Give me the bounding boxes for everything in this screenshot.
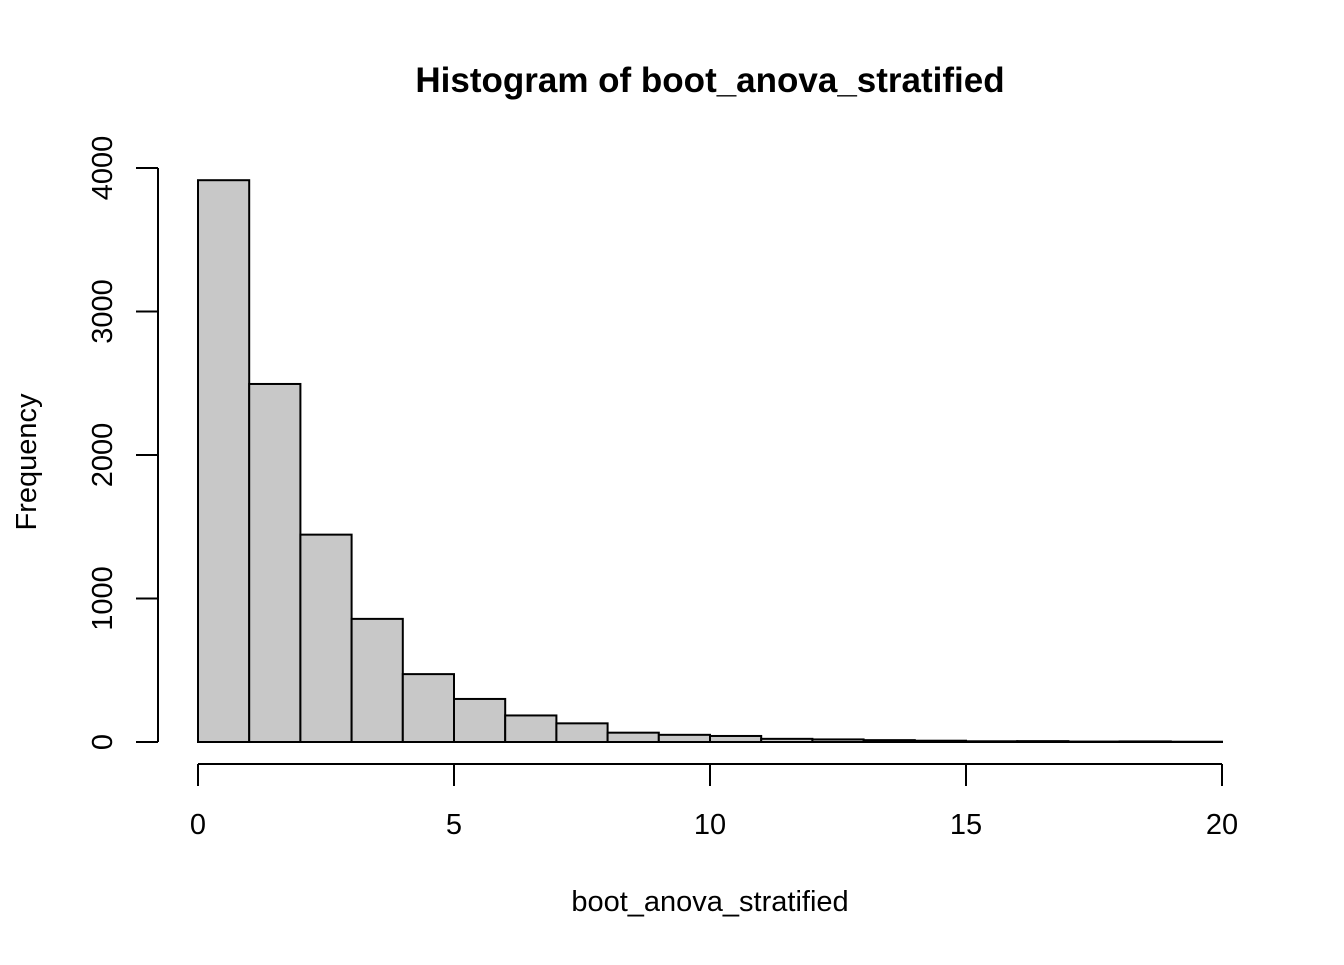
histogram-bar-14 bbox=[915, 741, 966, 742]
histogram-bar-8 bbox=[608, 733, 659, 742]
histogram-bar-1 bbox=[249, 384, 300, 742]
x-tick-label-5: 5 bbox=[446, 809, 462, 841]
histogram-bar-15 bbox=[966, 741, 1017, 742]
y-tick-label-0: 0 bbox=[87, 734, 119, 750]
histogram-bar-9 bbox=[659, 735, 710, 742]
y-axis-label: Frequency bbox=[11, 393, 43, 531]
y-tick-label-2000: 2000 bbox=[87, 423, 119, 488]
histogram-bar-3 bbox=[352, 619, 403, 742]
x-tick-label-0: 0 bbox=[190, 809, 206, 841]
bars-group bbox=[198, 180, 1222, 742]
y-tick-label-1000: 1000 bbox=[87, 566, 119, 631]
histogram-bar-5 bbox=[454, 699, 505, 742]
x-tick-label-15: 15 bbox=[950, 809, 982, 841]
x-tick-label-10: 10 bbox=[694, 809, 726, 841]
x-axis-label: boot_anova_stratified bbox=[571, 886, 848, 918]
histogram-bar-16 bbox=[1017, 741, 1068, 742]
histogram-bar-10 bbox=[710, 736, 761, 742]
y-axis: 0 1000 2000 3000 4000 bbox=[87, 136, 158, 750]
chart-title: Histogram of boot_anova_stratified bbox=[415, 61, 1004, 100]
histogram-bar-18 bbox=[1120, 741, 1171, 742]
histogram-bar-0 bbox=[198, 180, 249, 742]
x-axis: 0 5 10 15 20 bbox=[190, 764, 1238, 841]
histogram-bar-12 bbox=[812, 739, 863, 742]
histogram-bar-4 bbox=[403, 674, 454, 742]
histogram-bar-11 bbox=[761, 739, 812, 742]
x-tick-label-20: 20 bbox=[1206, 809, 1238, 841]
histogram-bar-2 bbox=[300, 535, 351, 742]
y-tick-label-3000: 3000 bbox=[87, 279, 119, 344]
histogram-bar-13 bbox=[864, 740, 915, 742]
histogram-bar-6 bbox=[505, 715, 556, 742]
histogram-bar-7 bbox=[556, 723, 607, 742]
y-tick-label-4000: 4000 bbox=[87, 136, 119, 201]
